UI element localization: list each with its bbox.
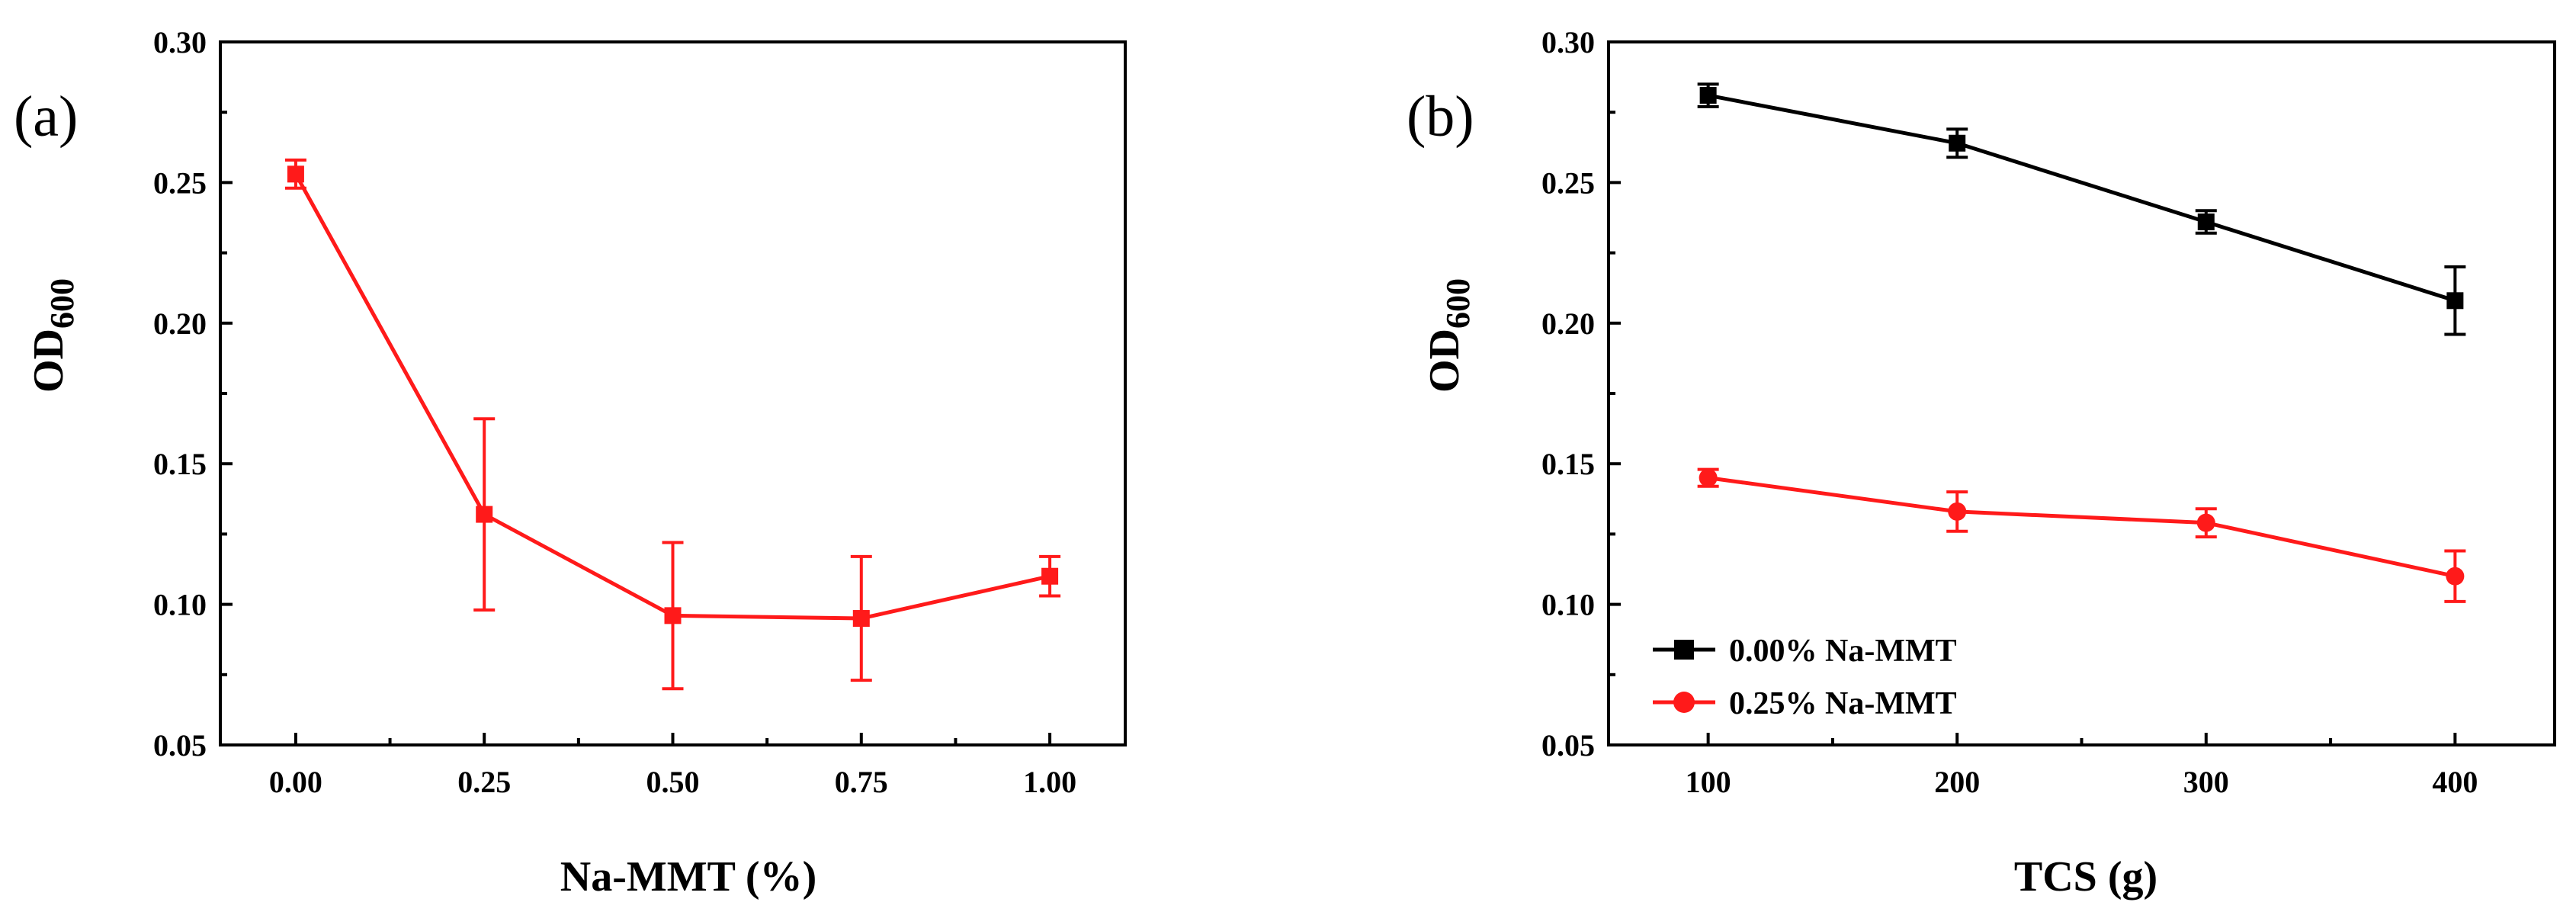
y-tick-label-a-0: 0.05 — [153, 728, 207, 762]
legend-marker-0 — [1674, 640, 1694, 660]
series-line-b-1 — [1708, 476, 2456, 579]
y-tick-label-b-0: 0.05 — [1541, 728, 1595, 762]
data-point-a-0-0 — [287, 165, 304, 183]
y-axis-title-a: OD600 — [25, 278, 81, 393]
x-tick-label-a-3: 0.75 — [835, 765, 888, 799]
data-point-b-1-2 — [2196, 513, 2215, 532]
data-point-a-0-2 — [664, 607, 682, 624]
y-tick-label-a-3: 0.20 — [153, 307, 207, 341]
x-tick-label-a-2: 0.50 — [646, 765, 700, 799]
plot-frame-a — [219, 40, 1127, 746]
axes-b: 0.05 0.10 0.15 0.20 0.25 0.30 100 200 300 400 — [1541, 25, 2478, 799]
data-point-a-0-4 — [1041, 567, 1059, 585]
x-axis-title-b: TCS (g) — [2014, 853, 2157, 901]
legend-label-0: 0.00% Na-MMT — [1729, 634, 1957, 669]
chart-panel-b: (b) OD600 TCS (g) 0.050.100.150.200.250.… — [1407, 25, 2556, 901]
plot-frame-b — [1607, 40, 2556, 746]
x-tick-label-a-4: 1.00 — [1023, 765, 1076, 799]
y-tick-label-b-4: 0.25 — [1541, 165, 1595, 200]
y-tick-label-b-1: 0.10 — [1541, 588, 1595, 622]
plot-area-a — [284, 158, 1061, 691]
legend-marker-1 — [1673, 692, 1695, 713]
series-line-b-0 — [1708, 93, 2456, 303]
legend-label-1: 0.25% Na-MMT — [1729, 686, 1957, 721]
y-axis-title-sub-a: 600 — [43, 278, 81, 329]
data-point-b-0-2 — [2197, 214, 2215, 231]
legend-b: 0.00% Na-MMT 0.25% Na-MMT — [1653, 634, 1957, 721]
y-tick-label-b-3: 0.20 — [1541, 307, 1595, 341]
y-tick-label-b-2: 0.15 — [1541, 447, 1595, 481]
data-point-b-0-1 — [1949, 134, 1966, 152]
data-point-a-0-1 — [476, 506, 493, 523]
axes-a: 0.05 0.10 0.15 0.20 0.25 0.30 0.00 0.25 0.50 0.75… — [153, 25, 1076, 799]
chart-panel-a: (a) OD600 Na-MMT (%) 0.05 0.10 0.15 0.20 0.2… — [14, 25, 1127, 901]
y-axis-title-sub-b: 600 — [1439, 278, 1477, 329]
panel-label-b: (b) — [1407, 85, 1474, 149]
x-tick-label-b-1: 200 — [1934, 765, 1980, 799]
x-axis-title-a: Na-MMT (%) — [560, 853, 816, 901]
y-tick-label-a-5: 0.30 — [153, 25, 207, 59]
data-point-b-0-3 — [2446, 292, 2464, 310]
y-axis-title-b: OD600 — [1421, 278, 1477, 393]
data-point-b-1-0 — [1699, 468, 1718, 487]
x-tick-label-a-1: 0.25 — [457, 765, 511, 799]
y-axis-title-main-b: OD — [1421, 329, 1468, 393]
x-tick-label-a-0: 0.00 — [269, 765, 322, 799]
x-tick-label-b-3: 400 — [2432, 765, 2478, 799]
x-tick-label-b-2: 300 — [2183, 765, 2229, 799]
data-point-a-0-3 — [852, 610, 870, 628]
y-tick-label-a-2: 0.15 — [153, 447, 207, 481]
panel-label-a: (a) — [14, 85, 78, 149]
x-tick-label-b-0: 100 — [1686, 765, 1731, 799]
data-point-b-1-1 — [1948, 502, 1967, 521]
plot-area-b — [1697, 82, 2466, 603]
y-tick-label-a-1: 0.10 — [153, 588, 207, 622]
data-point-b-0-0 — [1699, 87, 1717, 104]
y-axis-title-main-a: OD — [25, 329, 72, 393]
data-point-b-1-3 — [2446, 567, 2465, 586]
y-tick-label-a-4: 0.25 — [153, 165, 207, 200]
y-tick-label-b-5: 0.30 — [1541, 25, 1595, 59]
